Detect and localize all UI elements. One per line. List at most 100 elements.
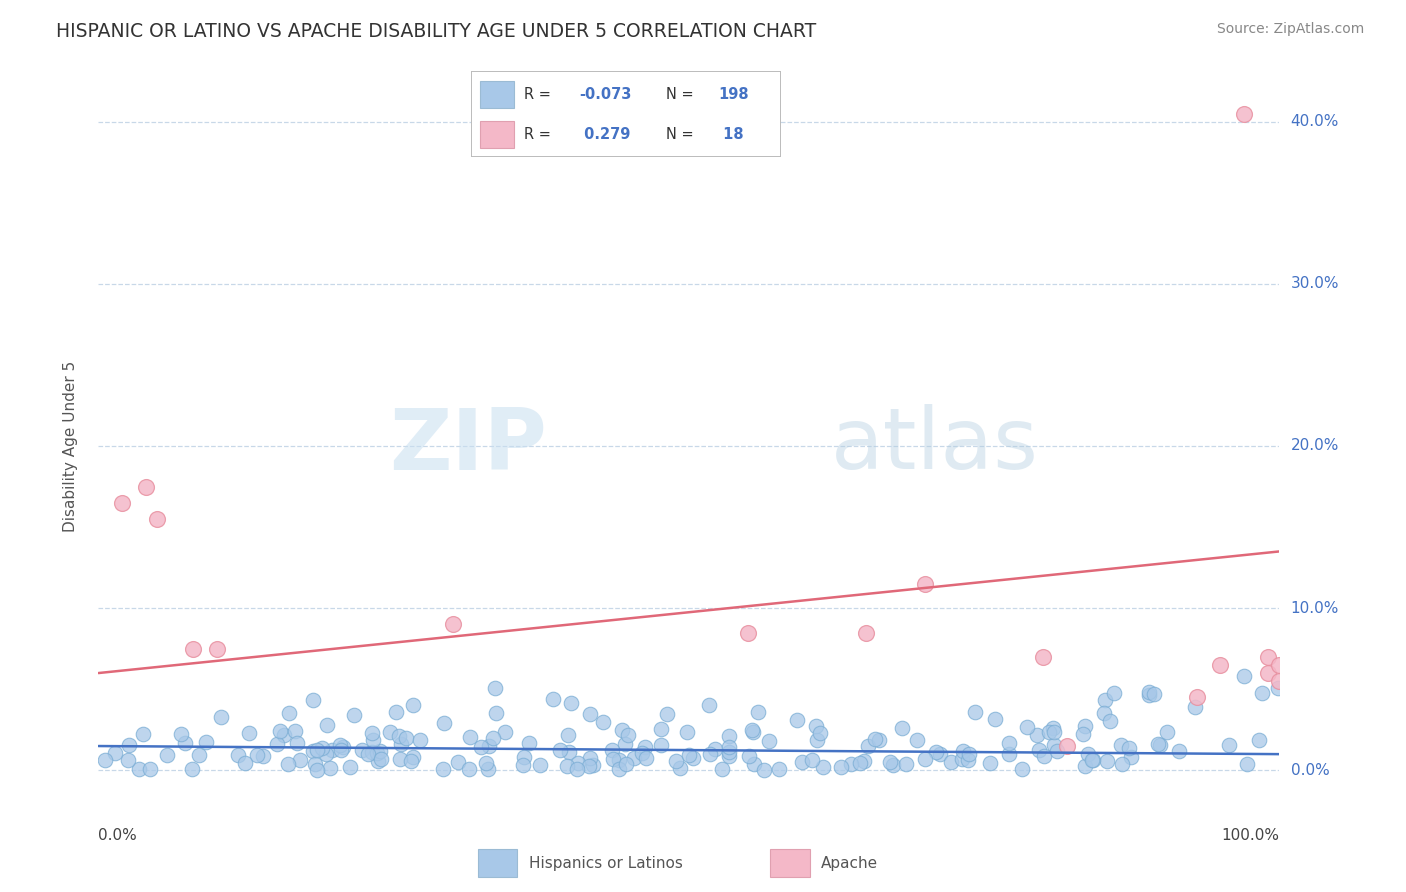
Point <box>478 739 501 753</box>
Point <box>1118 741 1140 756</box>
Point <box>238 725 260 739</box>
Point <box>852 754 875 768</box>
Point <box>447 756 470 770</box>
Point <box>848 756 870 770</box>
Point <box>304 757 326 772</box>
Point <box>352 742 374 756</box>
Point <box>697 698 720 712</box>
Point <box>1081 753 1104 767</box>
Point <box>607 763 630 777</box>
Point <box>1011 762 1033 776</box>
Point <box>117 753 139 767</box>
Point <box>301 743 323 757</box>
Point <box>307 743 329 757</box>
FancyBboxPatch shape <box>478 849 517 877</box>
Point <box>617 728 640 742</box>
Point <box>494 725 516 739</box>
Point <box>1137 685 1160 699</box>
Point <box>737 748 759 763</box>
Point <box>952 744 974 758</box>
Text: R =: R = <box>523 127 551 142</box>
Point <box>768 762 790 776</box>
Point <box>332 739 354 754</box>
Point <box>741 723 763 737</box>
Point <box>132 727 155 741</box>
Point <box>579 751 602 765</box>
Point <box>330 742 353 756</box>
Point <box>678 747 700 762</box>
Point <box>718 729 741 743</box>
Point <box>607 753 630 767</box>
Point <box>1149 738 1171 752</box>
Point <box>1015 720 1038 734</box>
Point <box>578 759 600 773</box>
Point <box>567 756 589 771</box>
Point <box>146 512 169 526</box>
Point <box>868 733 890 747</box>
Point <box>278 706 301 720</box>
Text: 100.0%: 100.0% <box>1222 828 1279 843</box>
Point <box>361 733 384 747</box>
Point <box>128 762 150 776</box>
Point <box>742 724 765 739</box>
Point <box>560 697 582 711</box>
Point <box>957 747 980 761</box>
Point <box>928 747 950 761</box>
Point <box>634 740 657 755</box>
Text: 0.0%: 0.0% <box>98 828 138 843</box>
Point <box>361 725 384 739</box>
Point <box>402 750 425 764</box>
Point <box>1043 725 1066 739</box>
Point <box>1156 724 1178 739</box>
Text: 30.0%: 30.0% <box>1291 277 1339 292</box>
Point <box>623 750 645 764</box>
Point <box>1074 759 1097 773</box>
Point <box>675 724 697 739</box>
Point <box>800 753 823 767</box>
Point <box>579 706 602 721</box>
Point <box>963 705 986 719</box>
Point <box>1218 738 1240 752</box>
Point <box>592 714 614 729</box>
Text: 20.0%: 20.0% <box>1291 439 1339 453</box>
Point <box>891 722 914 736</box>
Text: -0.073: -0.073 <box>579 87 631 102</box>
Point <box>401 698 423 712</box>
Text: Hispanics or Latinos: Hispanics or Latinos <box>529 855 682 871</box>
Point <box>370 752 392 766</box>
Point <box>758 733 780 747</box>
Point <box>950 752 973 766</box>
Point <box>669 760 692 774</box>
Point <box>602 752 624 766</box>
Point <box>384 706 406 720</box>
Point <box>710 762 733 776</box>
Point <box>1251 686 1274 700</box>
Point <box>235 756 257 770</box>
Point <box>366 746 388 760</box>
Point <box>806 732 828 747</box>
FancyBboxPatch shape <box>770 849 810 877</box>
Point <box>914 751 936 765</box>
Point <box>1233 669 1256 683</box>
Point <box>1032 649 1054 664</box>
Point <box>703 741 725 756</box>
Point <box>1185 690 1208 705</box>
Point <box>786 714 808 728</box>
Text: HISPANIC OR LATINO VS APACHE DISABILITY AGE UNDER 5 CORRELATION CHART: HISPANIC OR LATINO VS APACHE DISABILITY … <box>56 22 817 41</box>
Point <box>319 762 342 776</box>
Point <box>246 747 269 762</box>
Point <box>156 747 179 762</box>
Point <box>1236 756 1258 771</box>
FancyBboxPatch shape <box>481 80 515 108</box>
Point <box>356 747 378 762</box>
Point <box>744 756 766 771</box>
FancyBboxPatch shape <box>481 120 515 147</box>
Point <box>1102 685 1125 699</box>
Point <box>737 625 759 640</box>
Point <box>118 739 141 753</box>
Point <box>612 723 634 738</box>
Text: 198: 198 <box>718 87 749 102</box>
Point <box>269 724 291 739</box>
Point <box>433 715 456 730</box>
Point <box>1095 754 1118 768</box>
